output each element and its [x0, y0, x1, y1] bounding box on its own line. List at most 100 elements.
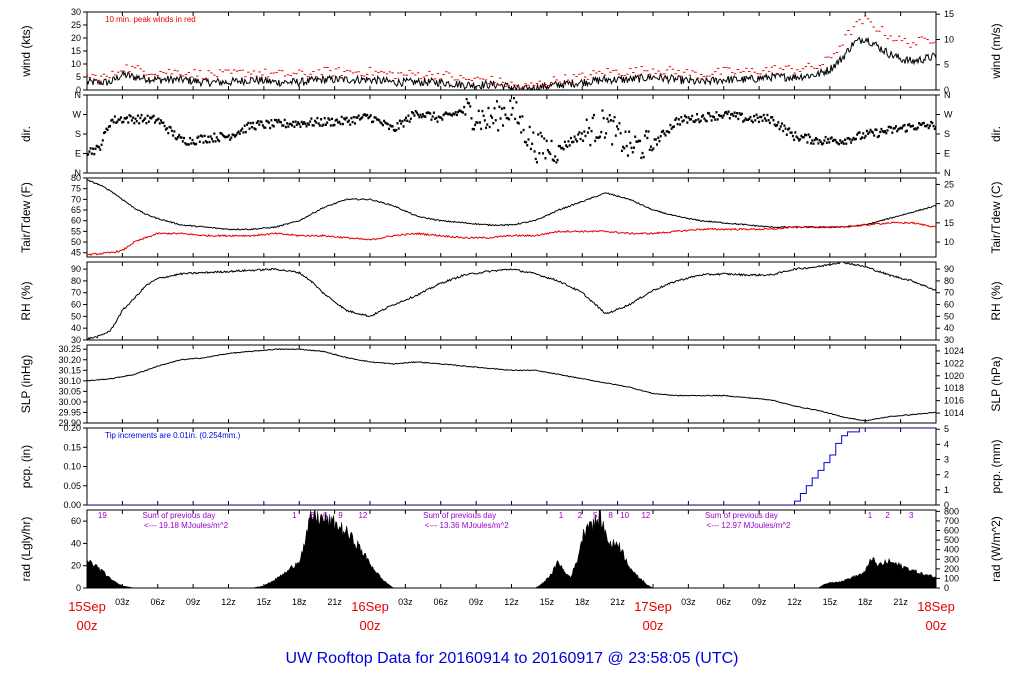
dir-point — [784, 127, 787, 130]
dir-point — [836, 142, 839, 145]
left-tick-label: 50 — [71, 237, 81, 247]
dir-point — [176, 135, 179, 139]
dir-point — [680, 115, 683, 119]
dir-point — [605, 132, 608, 135]
dir-point — [100, 143, 103, 146]
dir-point — [343, 117, 346, 120]
dir-point — [682, 119, 685, 122]
rad-note: <--- 19.18 MJoules/m^2 — [144, 521, 229, 530]
dir-point — [478, 121, 481, 124]
dir-point — [391, 125, 394, 128]
right-tick-label: 10 — [944, 237, 954, 247]
dir-point — [715, 111, 718, 114]
dir-point — [352, 115, 355, 119]
dir-point — [284, 125, 287, 129]
dir-point — [122, 120, 125, 124]
dir-point — [863, 136, 866, 140]
dir-point — [362, 113, 365, 117]
dir-point — [215, 136, 218, 139]
dir-point — [401, 119, 404, 123]
dir-point — [347, 119, 350, 122]
dir-point — [717, 113, 720, 117]
dir-point — [890, 126, 893, 129]
ylabel-left-rh: RH (%) — [19, 281, 33, 320]
panel-pcp: 0.00 0.05 0.10 0.15 0.20 0 1 2 3 4 5 pcp. (in) pcp. … — [19, 423, 1003, 510]
dir-point — [512, 96, 515, 100]
dir-point — [258, 123, 261, 126]
dir-point — [612, 119, 615, 123]
dir-point — [794, 131, 797, 134]
dir-point — [708, 112, 711, 115]
dir-point — [280, 121, 283, 124]
series-wind-1 — [87, 15, 936, 89]
right-tick-label: 1 — [944, 485, 949, 495]
dir-point — [632, 146, 635, 149]
dir-point — [138, 122, 141, 125]
dir-point — [118, 118, 121, 121]
dir-point — [520, 131, 523, 134]
dir-point — [671, 125, 674, 129]
dir-point — [240, 129, 243, 132]
dir-point — [321, 124, 324, 127]
dir-point — [918, 121, 921, 125]
dir-point — [98, 146, 101, 149]
rad-note: 3 — [909, 511, 914, 520]
dir-point — [363, 113, 366, 116]
dir-point — [535, 161, 538, 164]
dir-point — [620, 149, 623, 153]
dir-point — [150, 117, 153, 120]
dir-point — [161, 121, 164, 124]
dir-point — [761, 119, 764, 122]
left-tick-label: 29.90 — [58, 418, 81, 428]
series-rh-0 — [87, 262, 936, 340]
dir-point — [213, 132, 216, 135]
dir-point — [585, 118, 588, 121]
dir-point — [392, 128, 395, 132]
dir-point — [249, 121, 252, 125]
hour-tick-label: 03z — [115, 597, 130, 607]
dir-point — [747, 118, 750, 122]
dir-point — [286, 122, 289, 125]
dir-point — [88, 150, 91, 153]
dir-point — [603, 136, 606, 139]
dir-point — [801, 136, 804, 139]
dir-point — [660, 130, 663, 134]
dir-point — [298, 122, 301, 126]
right-tick-label: 0 — [944, 85, 949, 95]
dir-point — [461, 111, 464, 114]
dir-point — [129, 115, 132, 118]
annotation-wind: 10 min. peak winds in red — [105, 15, 196, 24]
dir-point — [406, 119, 409, 122]
dir-point — [497, 129, 500, 132]
dir-point — [413, 114, 416, 117]
dir-point — [178, 133, 181, 137]
dir-point — [726, 112, 729, 116]
dir-point — [190, 142, 193, 145]
dir-point — [875, 128, 878, 132]
dir-point — [425, 111, 428, 115]
dir-point — [736, 112, 739, 115]
dir-point — [203, 134, 206, 138]
dir-point — [828, 141, 831, 144]
dir-point — [495, 100, 498, 103]
dir-point — [697, 118, 700, 121]
dir-point — [765, 119, 768, 122]
dir-point — [778, 127, 781, 131]
dir-point — [428, 111, 431, 115]
dir-point — [447, 113, 450, 116]
dir-point — [127, 121, 130, 124]
dir-point — [636, 140, 639, 143]
dir-point — [292, 120, 295, 124]
dir-point — [117, 118, 120, 121]
dir-point — [527, 138, 530, 141]
hour-tick-label: 21z — [327, 597, 342, 607]
dir-point — [573, 135, 576, 138]
dir-point — [200, 134, 203, 137]
dir-point — [691, 114, 694, 118]
dir-point — [253, 127, 256, 130]
dir-point — [827, 138, 830, 141]
dir-point — [230, 136, 233, 139]
dir-point — [538, 152, 541, 155]
dir-point — [579, 137, 582, 141]
dir-point — [928, 124, 931, 127]
